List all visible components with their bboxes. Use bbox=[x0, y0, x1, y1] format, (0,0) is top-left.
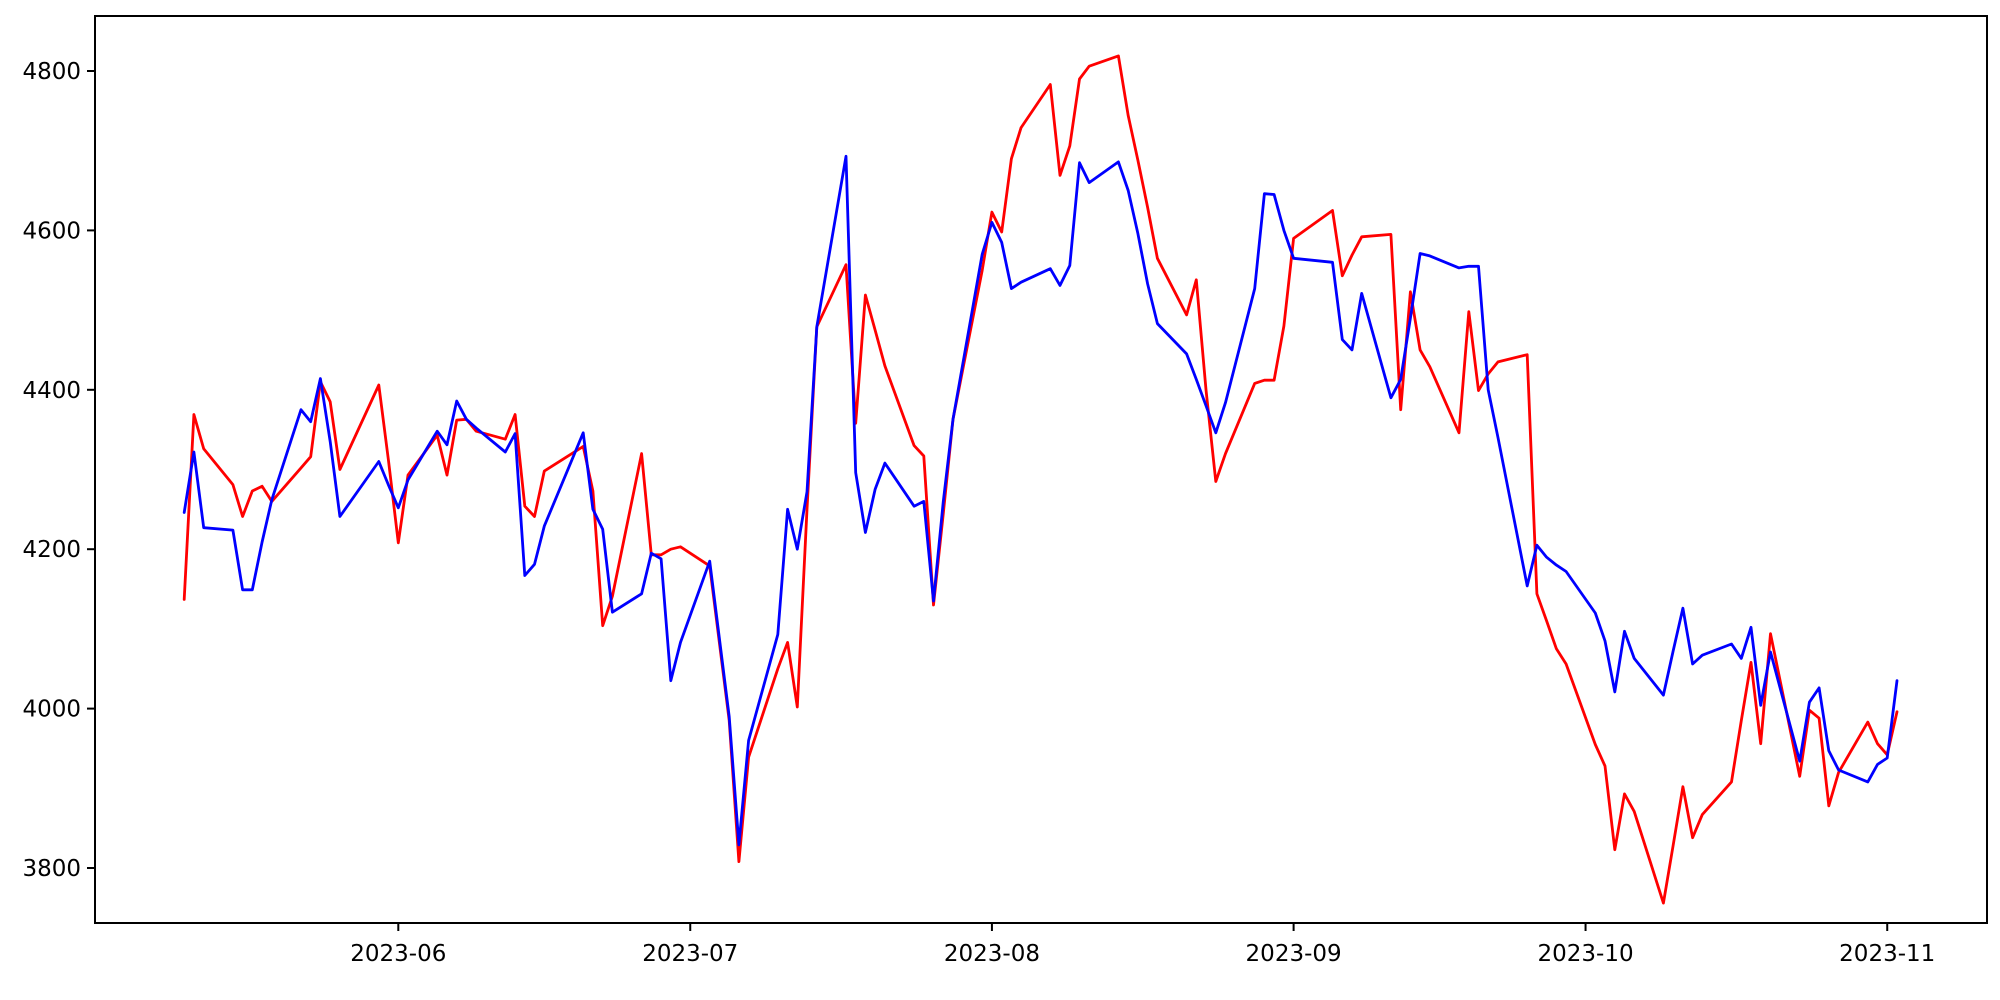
y-tick-label: 4000 bbox=[22, 697, 81, 723]
x-tick-label: 2023-07 bbox=[642, 941, 738, 967]
y-tick-label: 4400 bbox=[22, 378, 81, 404]
plot-area-border bbox=[94, 15, 1988, 924]
y-tick-label: 3800 bbox=[22, 856, 81, 882]
y-tick-label: 4600 bbox=[22, 218, 81, 244]
y-tick-label: 4800 bbox=[22, 59, 81, 85]
x-tick-label: 2023-06 bbox=[350, 941, 446, 967]
x-tick-label: 2023-09 bbox=[1246, 941, 1342, 967]
x-tick-label: 2023-08 bbox=[944, 941, 1040, 967]
blue-series-line bbox=[182, 154, 1899, 847]
y-tick-label: 4200 bbox=[22, 537, 81, 563]
x-tick-label: 2023-11 bbox=[1839, 941, 1935, 967]
x-tick-label: 2023-10 bbox=[1538, 941, 1634, 967]
